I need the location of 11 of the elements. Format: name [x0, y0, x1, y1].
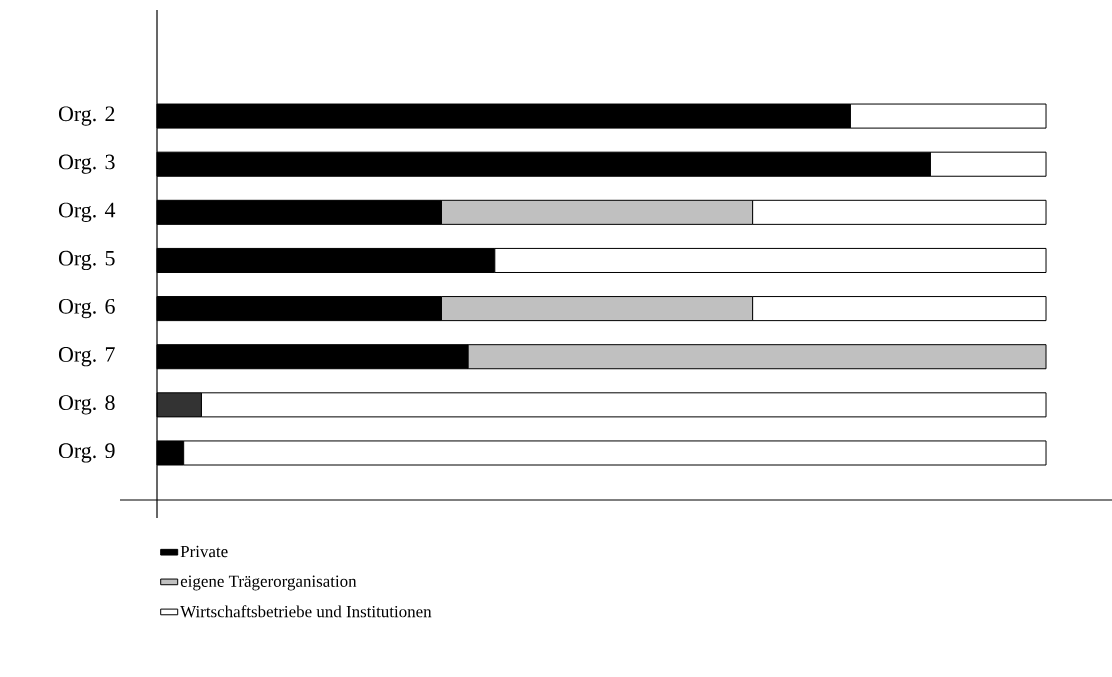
y-tick-label: Org. 6: [58, 298, 115, 319]
legend-label: eigene Trägerorganisation: [180, 575, 357, 591]
legend-label: Private: [180, 545, 228, 558]
y-tick-label: Org. 7: [58, 347, 115, 367]
y-tick-label: Org. 8: [58, 395, 115, 415]
y-tick-label: Org. 4: [58, 202, 116, 222]
y-tick-label: Org. 2: [58, 106, 115, 126]
legend-label: Wirtschaftsbetriebe und Institutionen: [180, 605, 432, 618]
y-tick-label: Org. 3: [58, 154, 115, 174]
y-tick-label: Org. 5: [58, 250, 115, 271]
y-tick-label: Org. 9: [58, 443, 115, 463]
